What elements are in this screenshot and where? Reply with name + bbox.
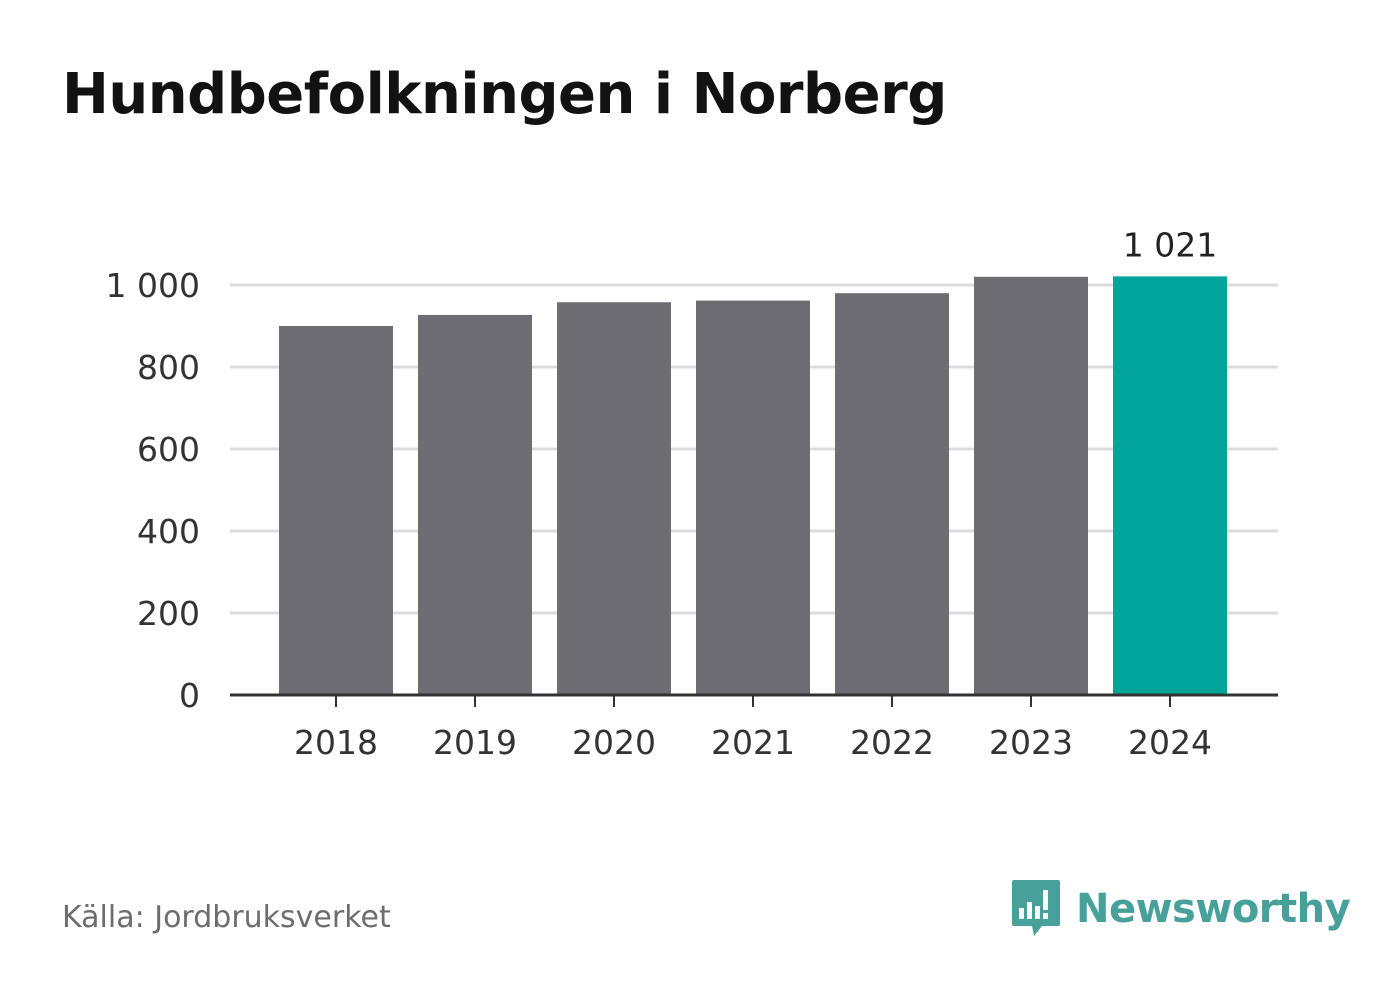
bar-2023 [974,276,1088,695]
axes [230,693,1278,707]
bar-2024 [1113,276,1227,695]
bar-2022 [835,293,949,695]
x-tick-label: 2022 [850,723,934,762]
x-tick-label: 2020 [572,723,656,762]
y-tick-label: 0 [179,676,200,715]
source-note: Källa: Jordbruksverket [62,900,391,935]
y-tick-label: 200 [137,594,200,633]
newsworthy-logo-icon [1012,880,1060,936]
x-tick-label: 2018 [294,723,378,762]
data-label: 1 021 [1123,225,1217,264]
x-tick-label: 2021 [711,723,795,762]
y-tick-label: 600 [137,430,200,469]
x-tick-label: 2023 [989,723,1073,762]
brand-logo: Newsworthy [1010,878,1351,940]
bars [279,276,1227,695]
x-tick-label: 2019 [433,723,517,762]
brand-name: Newsworthy [1076,886,1351,932]
chart-title: Hundbefolkningen i Norberg [62,62,947,127]
bar-2019 [418,314,532,695]
bar-2018 [279,326,393,695]
y-tick-label: 800 [137,348,200,387]
bar-2021 [696,300,810,695]
labels: 0 200 400 600 800 1 000 2018 2019 2020 2021 2022 20… [106,225,1218,762]
y-tick-label: 1 000 [106,266,200,305]
x-tick-label: 2024 [1128,723,1212,762]
bar-2020 [557,302,671,695]
y-tick-label: 400 [137,512,200,551]
